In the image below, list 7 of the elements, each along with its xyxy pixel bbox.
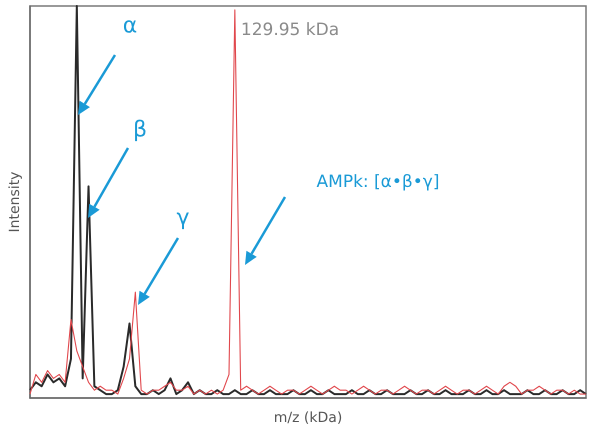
- annotation: γ: [176, 206, 190, 230]
- annotation: β: [132, 118, 148, 142]
- y-axis-title: Intensity: [7, 172, 23, 232]
- annotation: AMPk: [α•β•γ]: [316, 172, 440, 192]
- x-axis-title: m/z (kDa): [274, 410, 342, 426]
- annotation: 129.95 kDa: [240, 20, 340, 40]
- annotation: α: [122, 14, 138, 38]
